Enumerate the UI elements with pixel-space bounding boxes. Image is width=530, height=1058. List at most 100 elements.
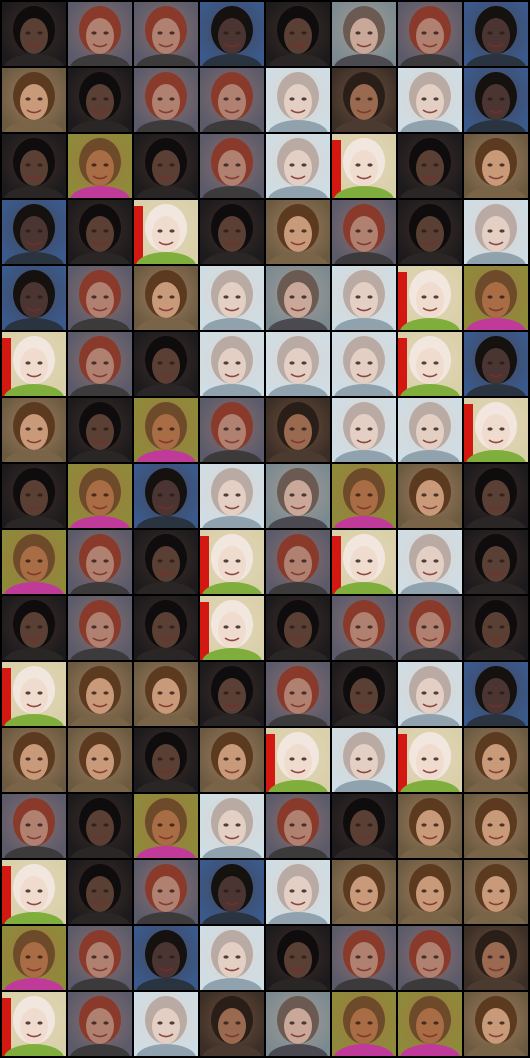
face-thumbnail: [266, 200, 330, 264]
face-thumbnail: [266, 2, 330, 66]
face-thumbnail: [266, 992, 330, 1056]
face-thumbnail: [68, 134, 132, 198]
face-thumbnail: [332, 134, 396, 198]
face-thumbnail: [134, 662, 198, 726]
face-thumbnail: [68, 398, 132, 462]
face-thumbnail: [332, 266, 396, 330]
face-thumbnail: [464, 794, 528, 858]
face-thumbnail: [68, 596, 132, 660]
face-thumbnail: [134, 2, 198, 66]
face-thumbnail: [332, 662, 396, 726]
face-thumbnail: [200, 266, 264, 330]
face-thumbnail: [332, 926, 396, 990]
face-thumbnail: [134, 596, 198, 660]
face-thumbnail: [2, 398, 66, 462]
face-thumbnail: [464, 464, 528, 528]
face-thumbnail: [134, 68, 198, 132]
face-thumbnail: [464, 530, 528, 594]
face-thumbnail: [398, 860, 462, 924]
face-thumbnail: [266, 794, 330, 858]
face-thumbnail: [266, 398, 330, 462]
face-thumbnail: [266, 662, 330, 726]
face-thumbnail: [332, 596, 396, 660]
face-thumbnail: [2, 596, 66, 660]
face-thumbnail: [68, 992, 132, 1056]
face-thumbnail: [200, 68, 264, 132]
face-thumbnail: [2, 266, 66, 330]
face-thumbnail: [68, 728, 132, 792]
face-thumbnail: [2, 200, 66, 264]
face-thumbnail: [134, 860, 198, 924]
face-thumbnail: [134, 332, 198, 396]
face-thumbnail: [398, 596, 462, 660]
face-thumbnail: [266, 332, 330, 396]
face-thumbnail: [134, 266, 198, 330]
face-thumbnail: [266, 860, 330, 924]
face-thumbnail: [332, 332, 396, 396]
face-thumbnail: [464, 68, 528, 132]
face-thumbnail: [332, 2, 396, 66]
face-thumbnail: [398, 926, 462, 990]
face-thumbnail: [464, 926, 528, 990]
face-thumbnail: [2, 926, 66, 990]
face-thumbnail: [464, 332, 528, 396]
face-thumbnail: [2, 530, 66, 594]
face-thumbnail: [398, 662, 462, 726]
face-thumbnail: [398, 200, 462, 264]
face-thumbnail: [398, 266, 462, 330]
face-thumbnail: [464, 860, 528, 924]
face-thumbnail: [2, 134, 66, 198]
face-thumbnail: [2, 662, 66, 726]
face-thumbnail: [266, 728, 330, 792]
face-thumbnail: [398, 398, 462, 462]
face-thumbnail: [134, 134, 198, 198]
face-thumbnail: [68, 2, 132, 66]
face-thumbnail: [464, 398, 528, 462]
face-thumbnail: [200, 200, 264, 264]
face-thumbnail: [200, 926, 264, 990]
face-thumbnail: [332, 530, 396, 594]
face-thumbnail: [200, 530, 264, 594]
face-thumbnail: [68, 266, 132, 330]
face-thumbnail: [134, 992, 198, 1056]
face-thumbnail: [134, 530, 198, 594]
face-thumbnail: [2, 992, 66, 1056]
face-thumbnail: [332, 992, 396, 1056]
face-thumbnail: [266, 68, 330, 132]
face-thumbnail: [266, 134, 330, 198]
face-thumbnail: [464, 200, 528, 264]
face-thumbnail: [266, 266, 330, 330]
face-thumbnail: [266, 596, 330, 660]
face-thumbnail: [200, 992, 264, 1056]
face-thumbnail: [68, 200, 132, 264]
face-thumbnail: [200, 2, 264, 66]
face-thumbnail: [398, 530, 462, 594]
face-thumbnail: [2, 794, 66, 858]
face-thumbnail: [2, 728, 66, 792]
face-thumbnail: [134, 464, 198, 528]
face-thumbnail: [2, 2, 66, 66]
face-thumbnail: [464, 134, 528, 198]
face-thumbnail: [464, 2, 528, 66]
face-thumbnail: [398, 134, 462, 198]
face-thumbnail: [332, 794, 396, 858]
face-thumbnail: [200, 794, 264, 858]
face-thumbnail: [2, 68, 66, 132]
face-thumbnail: [68, 860, 132, 924]
face-thumbnail: [266, 926, 330, 990]
face-thumbnail: [332, 398, 396, 462]
face-thumbnail: [398, 794, 462, 858]
face-thumbnail: [134, 794, 198, 858]
face-thumbnail: [134, 398, 198, 462]
face-thumbnail: [332, 728, 396, 792]
face-thumbnail: [332, 464, 396, 528]
face-thumbnail: [200, 398, 264, 462]
face-thumbnail: [134, 926, 198, 990]
face-thumbnail: [68, 332, 132, 396]
face-thumbnail: [398, 2, 462, 66]
face-thumbnail: [332, 860, 396, 924]
face-thumbnail: [398, 992, 462, 1056]
face-thumbnail: [266, 464, 330, 528]
face-thumbnail: [464, 992, 528, 1056]
face-thumbnail: [68, 530, 132, 594]
